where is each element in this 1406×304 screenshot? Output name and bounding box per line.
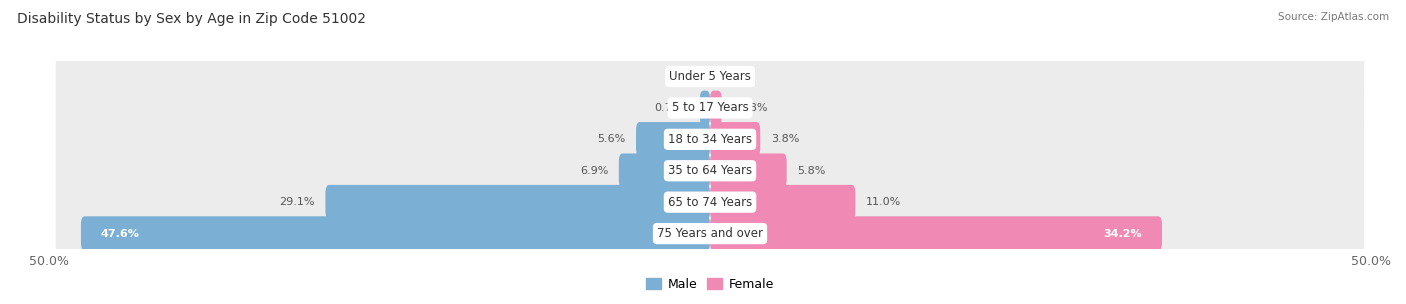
Text: 0.77%: 0.77% [654, 103, 689, 113]
Text: 11.0%: 11.0% [866, 197, 901, 207]
FancyBboxPatch shape [82, 216, 710, 251]
FancyBboxPatch shape [710, 91, 721, 125]
Text: 5 to 17 Years: 5 to 17 Years [672, 102, 748, 114]
FancyBboxPatch shape [700, 91, 710, 125]
FancyBboxPatch shape [56, 208, 1364, 259]
FancyBboxPatch shape [710, 122, 761, 157]
FancyBboxPatch shape [56, 51, 1364, 102]
Text: 34.2%: 34.2% [1104, 229, 1142, 239]
FancyBboxPatch shape [710, 216, 1161, 251]
FancyBboxPatch shape [56, 82, 1364, 134]
Text: 29.1%: 29.1% [280, 197, 315, 207]
FancyBboxPatch shape [636, 122, 710, 157]
Text: 18 to 34 Years: 18 to 34 Years [668, 133, 752, 146]
Text: 35 to 64 Years: 35 to 64 Years [668, 164, 752, 177]
FancyBboxPatch shape [710, 185, 855, 219]
Text: 5.8%: 5.8% [797, 166, 825, 176]
Text: Disability Status by Sex by Age in Zip Code 51002: Disability Status by Sex by Age in Zip C… [17, 12, 366, 26]
Text: 6.9%: 6.9% [579, 166, 609, 176]
FancyBboxPatch shape [56, 145, 1364, 196]
FancyBboxPatch shape [710, 154, 787, 188]
FancyBboxPatch shape [619, 154, 710, 188]
Text: 47.6%: 47.6% [101, 229, 139, 239]
FancyBboxPatch shape [56, 114, 1364, 165]
Text: Under 5 Years: Under 5 Years [669, 70, 751, 83]
Text: 75 Years and over: 75 Years and over [657, 227, 763, 240]
Text: 5.6%: 5.6% [598, 134, 626, 144]
Text: 3.8%: 3.8% [770, 134, 799, 144]
FancyBboxPatch shape [56, 176, 1364, 228]
Text: 0.88%: 0.88% [733, 103, 768, 113]
Text: Source: ZipAtlas.com: Source: ZipAtlas.com [1278, 12, 1389, 22]
FancyBboxPatch shape [325, 185, 710, 219]
Text: 0.0%: 0.0% [721, 71, 749, 81]
Legend: Male, Female: Male, Female [641, 273, 779, 296]
Text: 0.0%: 0.0% [671, 71, 699, 81]
Text: 65 to 74 Years: 65 to 74 Years [668, 196, 752, 209]
